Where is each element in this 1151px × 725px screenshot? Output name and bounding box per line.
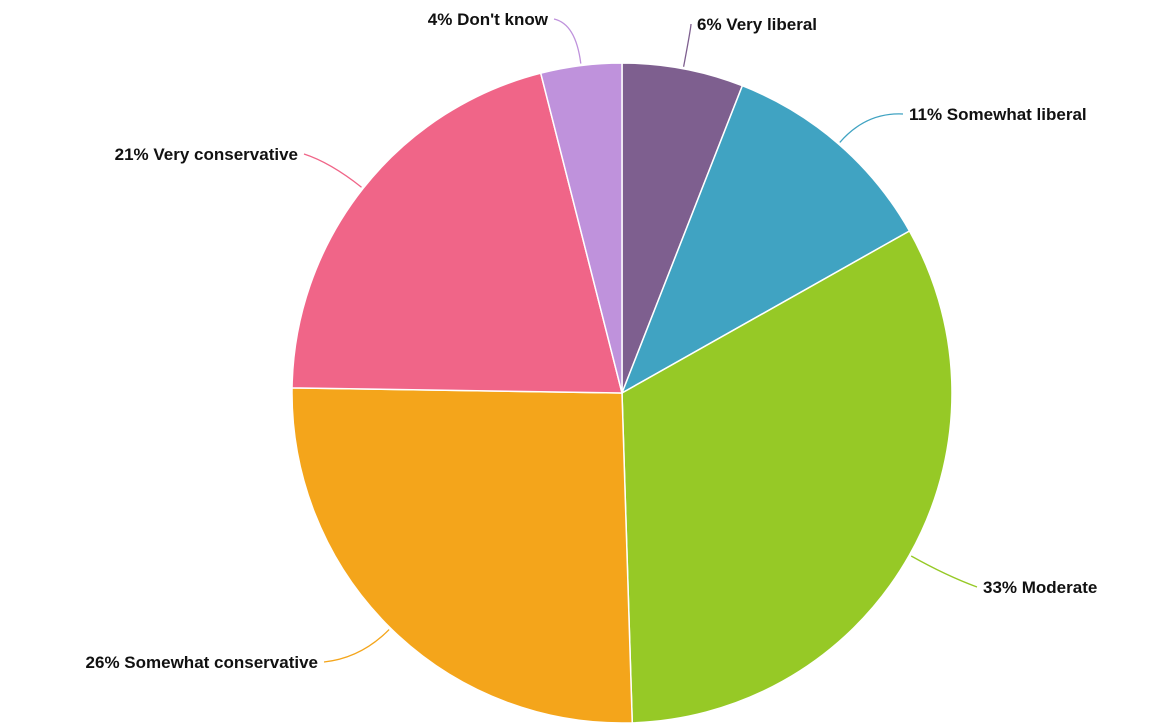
leader-lines — [303, 18, 978, 663]
pie-slices — [291, 62, 953, 724]
slice-label: 21% Very conservative — [115, 145, 298, 164]
leader-line — [323, 629, 390, 663]
leader-line — [910, 555, 978, 588]
leader-line — [553, 18, 582, 64]
pie-slice-somewhat-conservative — [291, 387, 634, 724]
pie-slice-very-liberal — [621, 62, 744, 394]
slice-label: 4% Don't know — [428, 10, 549, 29]
slice-label: 33% Moderate — [983, 578, 1097, 597]
leader-line — [682, 23, 692, 67]
slice-labels: 6% Very liberal 11% Somewhat liberal 33% M… — [86, 10, 1098, 672]
slice-label: 6% Very liberal — [697, 15, 817, 34]
pie-slice-don-t-know — [539, 62, 623, 394]
leader-line — [303, 153, 362, 188]
leader-line — [839, 113, 904, 143]
slice-label: 11% Somewhat liberal — [909, 105, 1087, 124]
pie-slice-moderate — [621, 229, 953, 724]
pie-slice-very-conservative — [291, 72, 623, 394]
slice-label: 26% Somewhat conservative — [86, 653, 318, 672]
pie-slice-somewhat-liberal — [620, 84, 911, 395]
